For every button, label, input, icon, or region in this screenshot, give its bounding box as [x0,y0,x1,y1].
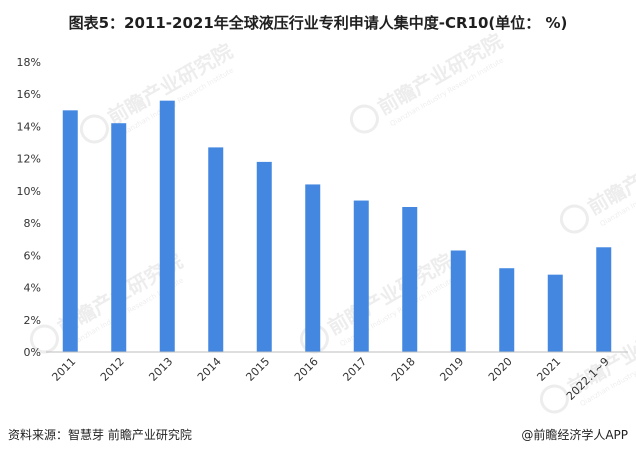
bar-2017 [353,200,369,352]
bar-2012 [111,123,127,352]
x-tick-label: 2021 [534,355,563,384]
y-tick-label: 18% [17,56,41,69]
y-tick-label: 4% [24,282,41,295]
y-tick-label: 6% [24,249,41,262]
bar-2015 [256,161,272,352]
source-note: 资料来源：智慧芽 前瞻产业研究院 [8,428,192,442]
x-axis-ticks: 2011 2012 2013 2014 2015 2016 2017 2018 2019 2020… [49,355,611,403]
x-tick-label: 2016 [292,355,321,384]
x-tick-label: 2012 [98,355,127,384]
y-tick-label: 14% [17,120,41,133]
x-tick-label: 2015 [243,355,272,384]
bar-2020 [499,268,515,352]
bar-2016 [305,184,321,352]
x-tick-label: 2019 [437,355,466,384]
y-axis-ticks: 0% 2% 4% 6% 8% 10% 12% 14% 16% 18% [17,56,41,359]
bars [62,100,612,353]
y-tick-label: 2% [24,314,41,327]
bar-2011 [62,110,78,352]
watermark-logo-icon [29,324,59,354]
y-tick-label: 8% [24,217,41,230]
bar-2018 [402,207,418,352]
credit-note: @前瞻经济学人APP [521,428,628,442]
y-tick-label: 10% [17,185,41,198]
x-tick-label: 2020 [486,355,515,384]
x-tick-label: 2017 [340,355,369,384]
x-tick-label: 2011 [49,355,78,384]
bar-2014 [208,147,224,352]
bar-2019 [450,250,466,352]
bar-2022.1~9 [596,247,612,352]
bar-2013 [159,100,175,353]
chart-title: 图表5：2011-2021年全球液压行业专利申请人集中度-CR10(单位： %) [68,14,568,32]
y-tick-label: 12% [17,153,41,166]
x-tick-label: 2014 [195,355,224,384]
watermark-logo-icon [79,114,109,144]
watermark-brand: 前瞻产业研究院 [374,29,507,120]
x-tick-label: 2018 [389,355,418,384]
watermark-logo-icon [539,384,569,414]
watermark-logo-icon [349,104,379,134]
watermark-logo-icon [559,204,589,234]
y-tick-label: 16% [17,88,41,101]
y-tick-label: 0% [24,346,41,359]
x-tick-label: 2013 [146,355,175,384]
bar-2021 [547,274,563,352]
watermark-brand: 前瞻产业研究院 [324,249,457,340]
